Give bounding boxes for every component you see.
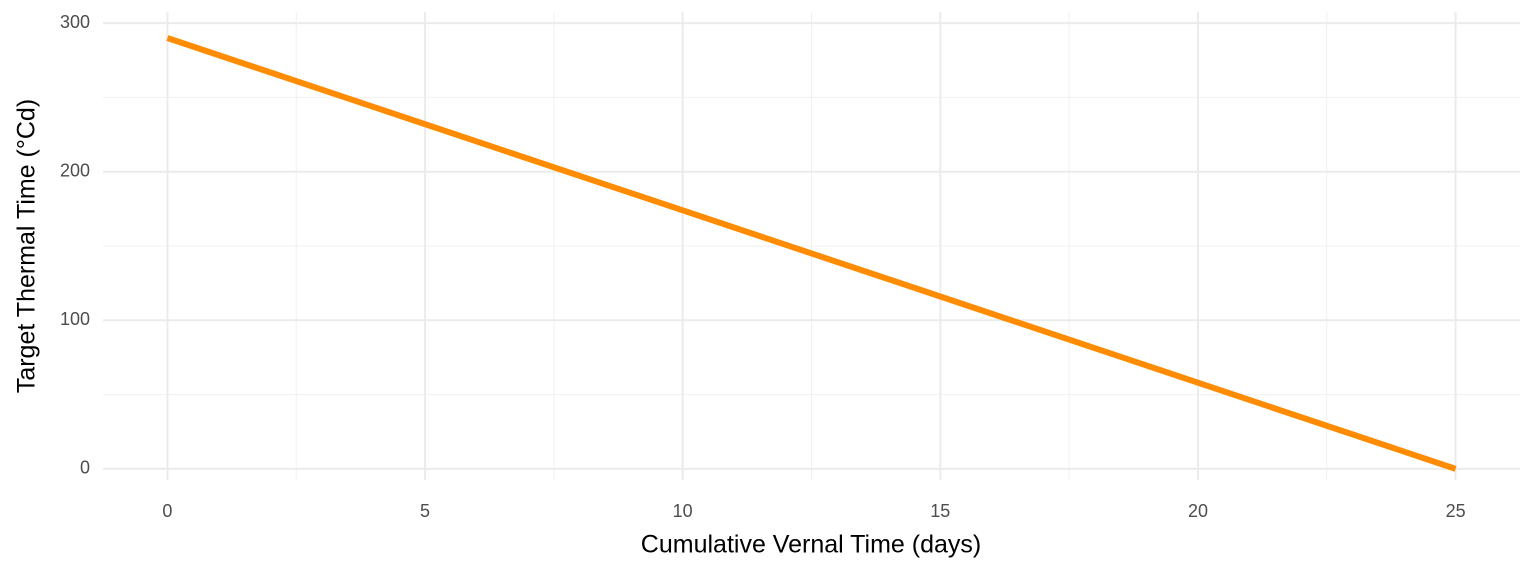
y-axis-title: Target Thermal Time (°Cd) (13, 99, 41, 393)
x-axis-title: Cumulative Vernal Time (days) (641, 531, 981, 559)
x-tick-label: 5 (420, 501, 430, 521)
y-tick-label: 100 (60, 309, 90, 329)
x-tick-label: 10 (673, 501, 693, 521)
x-tick-label: 0 (162, 501, 172, 521)
x-tick-label: 20 (1188, 501, 1208, 521)
y-tick-label: 300 (60, 12, 90, 32)
x-tick-label: 15 (930, 501, 950, 521)
y-tick-label: 200 (60, 160, 90, 180)
y-tick-label: 0 (80, 458, 90, 478)
data-line (166, 35, 1457, 472)
x-tick-label: 25 (1446, 501, 1466, 521)
